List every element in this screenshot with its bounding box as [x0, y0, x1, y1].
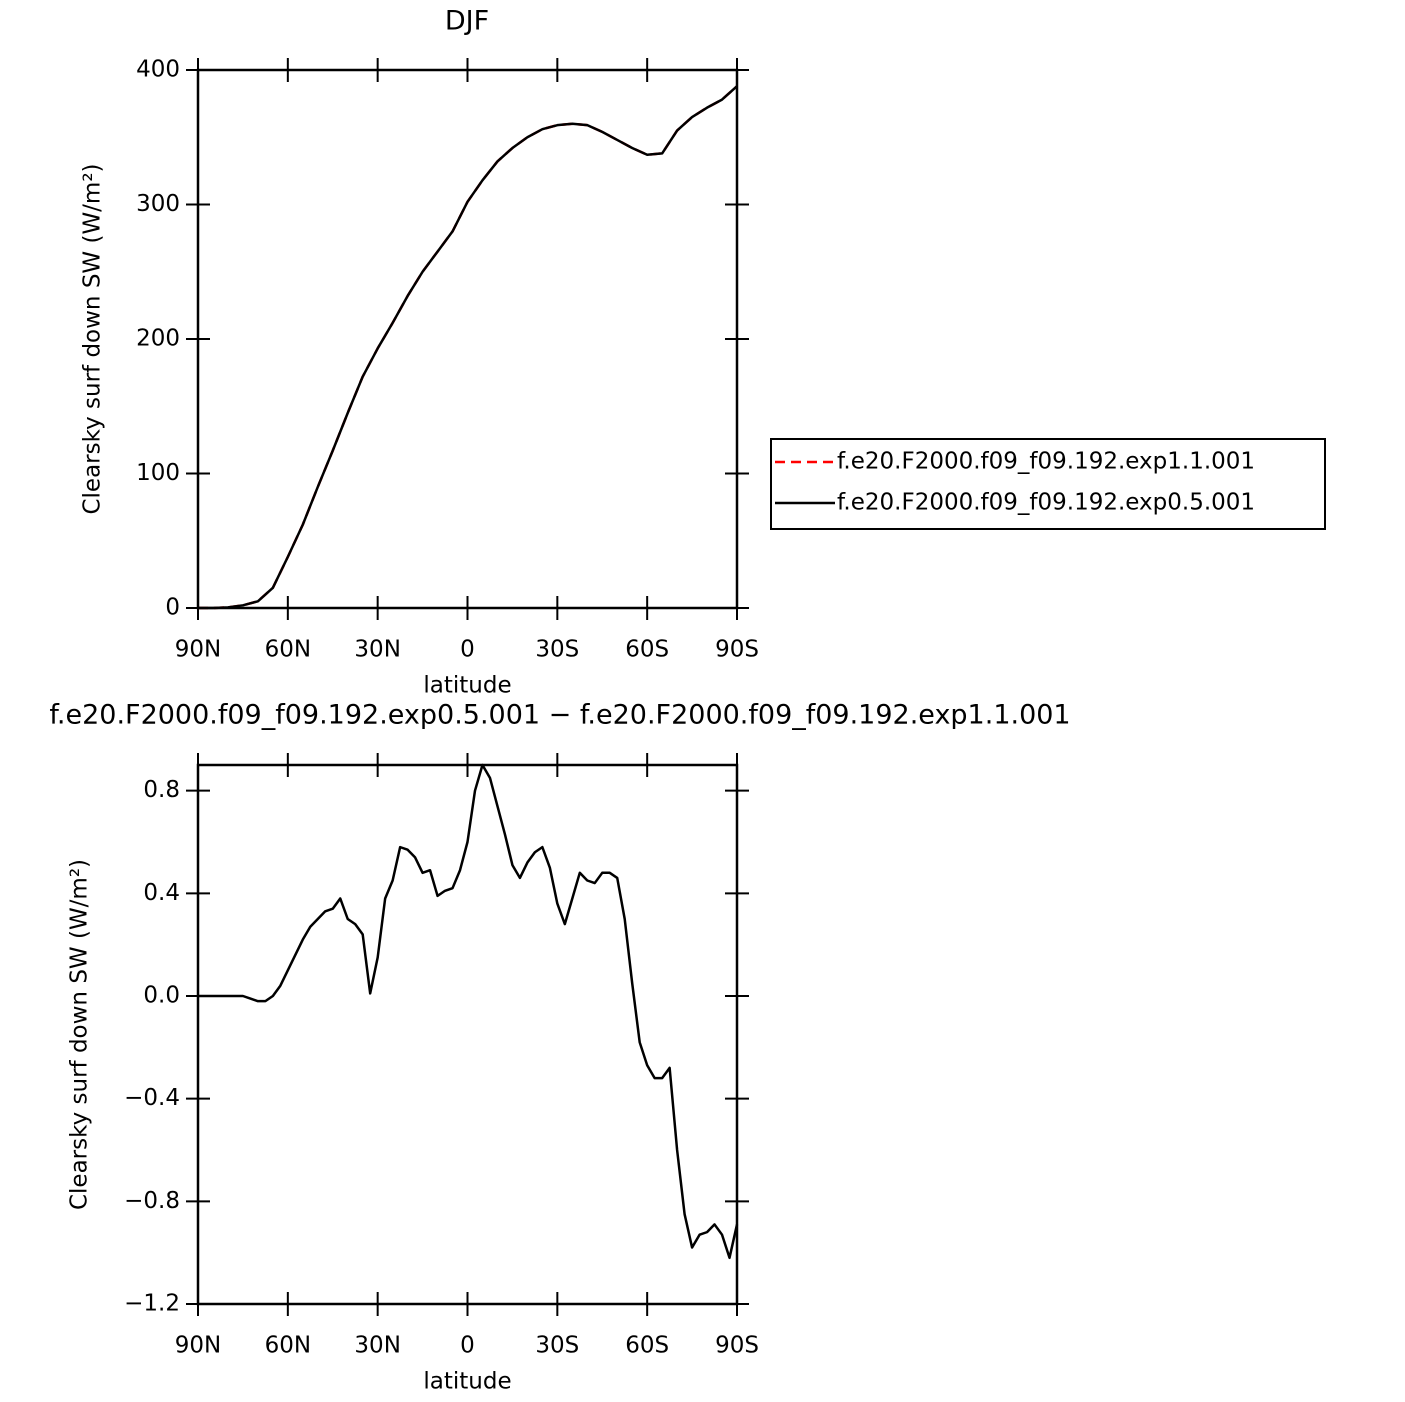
- legend-box: [770, 438, 1326, 530]
- y-tick-label: −0.8: [124, 1188, 180, 1214]
- x-tick-label: 90S: [715, 1333, 759, 1359]
- x-tick-label: 30N: [354, 637, 400, 663]
- y-tick-label: −1.2: [124, 1291, 180, 1317]
- x-tick-label: 60S: [625, 637, 669, 663]
- x-tick-label: 90N: [175, 637, 221, 663]
- x-tick-label: 30N: [354, 1333, 400, 1359]
- x-tick-label: 0: [460, 1333, 475, 1359]
- x-axis-label: latitude: [423, 673, 511, 699]
- x-tick-label: 0: [460, 637, 475, 663]
- x-tick-label: 60S: [625, 1333, 669, 1359]
- series-line: [198, 763, 739, 1260]
- y-tick-label: 100: [136, 460, 180, 486]
- y-axis-label: Clearsky surf down SW (W/m²): [80, 163, 106, 514]
- y-tick-label: 0.4: [143, 880, 180, 906]
- legend: f.e20.F2000.f09_f09.192.exp1.1.001 f.e20.…: [770, 438, 1326, 530]
- y-tick-label: 200: [136, 326, 180, 352]
- y-tick-label: 0: [165, 595, 180, 621]
- legend-label: f.e20.F2000.f09_f09.192.exp0.5.001: [837, 490, 1255, 516]
- y-tick-label: 300: [136, 191, 180, 217]
- y-tick-label: 400: [136, 57, 180, 83]
- legend-label: f.e20.F2000.f09_f09.192.exp1.1.001: [837, 449, 1255, 475]
- x-tick-label: 90N: [175, 1333, 221, 1359]
- x-tick-label: 30S: [535, 637, 579, 663]
- plot-frame: [196, 68, 739, 610]
- series-line: [198, 85, 738, 610]
- x-tick-label: 60N: [265, 1333, 311, 1359]
- x-tick-label: 90S: [715, 637, 759, 663]
- y-tick-label: 0.0: [143, 983, 180, 1009]
- plot-frame: [196, 763, 739, 1306]
- y-tick-label: −0.4: [124, 1085, 180, 1111]
- x-tick-label: 30S: [535, 1333, 579, 1359]
- chart-title: DJF: [445, 6, 489, 37]
- series-line: [198, 85, 738, 610]
- chart-title: f.e20.F2000.f09_f09.192.exp0.5.001 − f.e…: [49, 700, 1070, 731]
- y-tick-label: 0.8: [143, 777, 180, 803]
- y-axis-label: Clearsky surf down SW (W/m²): [67, 859, 93, 1210]
- x-tick-label: 60N: [265, 637, 311, 663]
- x-axis-label: latitude: [423, 1369, 511, 1395]
